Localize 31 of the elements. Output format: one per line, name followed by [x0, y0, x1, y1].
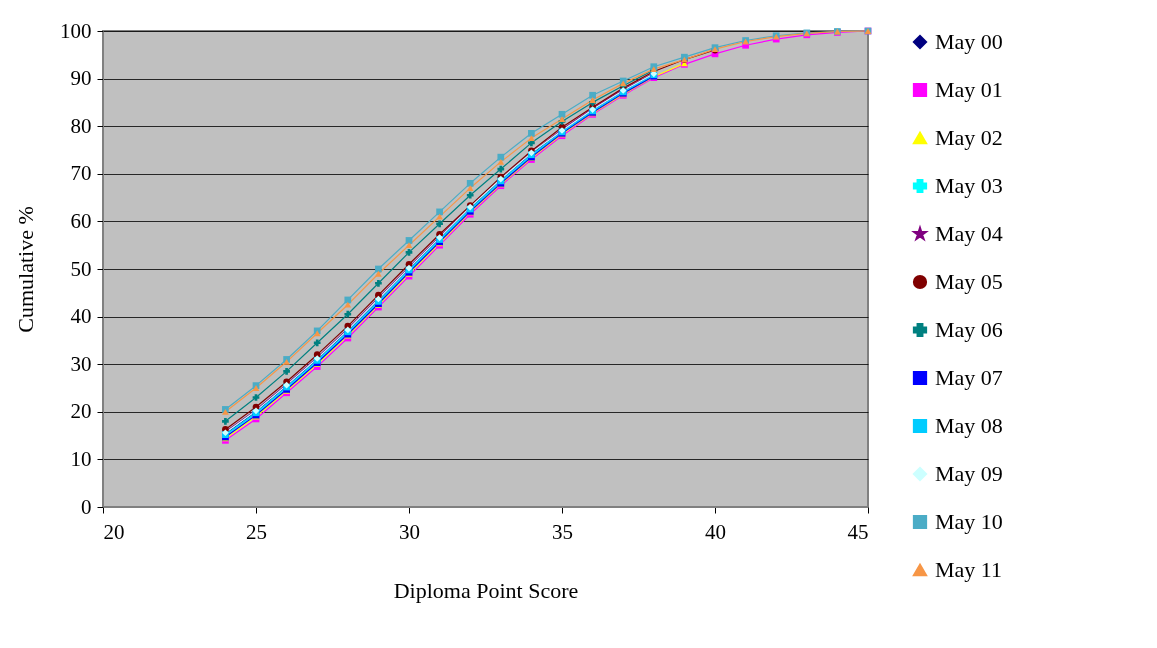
- legend-label: May 01: [935, 77, 1003, 102]
- legend-label: May 03: [935, 173, 1003, 198]
- legend-label: May 06: [935, 317, 1003, 342]
- legend-label: May 07: [935, 365, 1003, 390]
- y-tick-label: 60: [70, 208, 92, 233]
- x-tick-label: 45: [847, 519, 869, 544]
- y-tick-label: 50: [70, 256, 92, 281]
- x-tick-label: 35: [552, 519, 573, 544]
- legend-label: May 10: [935, 509, 1003, 534]
- x-tick-label: 25: [246, 519, 267, 544]
- y-tick-label: 70: [70, 161, 92, 186]
- x-tick-label: 20: [103, 519, 125, 544]
- x-tick-label: 40: [705, 519, 726, 544]
- legend-label: May 08: [935, 413, 1003, 438]
- y-tick-label: 100: [60, 18, 92, 43]
- legend-label: May 02: [935, 125, 1003, 150]
- y-tick-label: 40: [70, 304, 92, 329]
- y-tick-label: 0: [81, 494, 92, 519]
- legend-label: May 05: [935, 269, 1003, 294]
- y-tick-label: 30: [70, 351, 92, 376]
- y-tick-label: 20: [70, 399, 92, 424]
- x-axis-title: Diploma Point Score: [393, 577, 579, 603]
- legend-label: May 04: [935, 221, 1003, 246]
- x-tick-label: 30: [399, 519, 420, 544]
- legend-label: May 11: [935, 557, 1003, 582]
- y-tick-label: 90: [70, 66, 92, 91]
- legend-label: May 09: [935, 461, 1003, 486]
- y-tick-label: 80: [70, 113, 92, 138]
- y-axis-title: Cumulative %: [13, 206, 38, 333]
- legend-label: May 00: [935, 29, 1003, 54]
- y-tick-label: 10: [70, 446, 92, 471]
